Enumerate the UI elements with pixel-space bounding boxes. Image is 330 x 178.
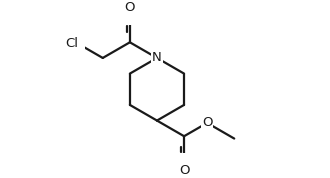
Text: O: O [179, 164, 189, 177]
Text: O: O [125, 1, 135, 14]
Text: N: N [152, 51, 162, 64]
Text: Cl: Cl [65, 37, 78, 50]
Text: O: O [202, 116, 213, 129]
